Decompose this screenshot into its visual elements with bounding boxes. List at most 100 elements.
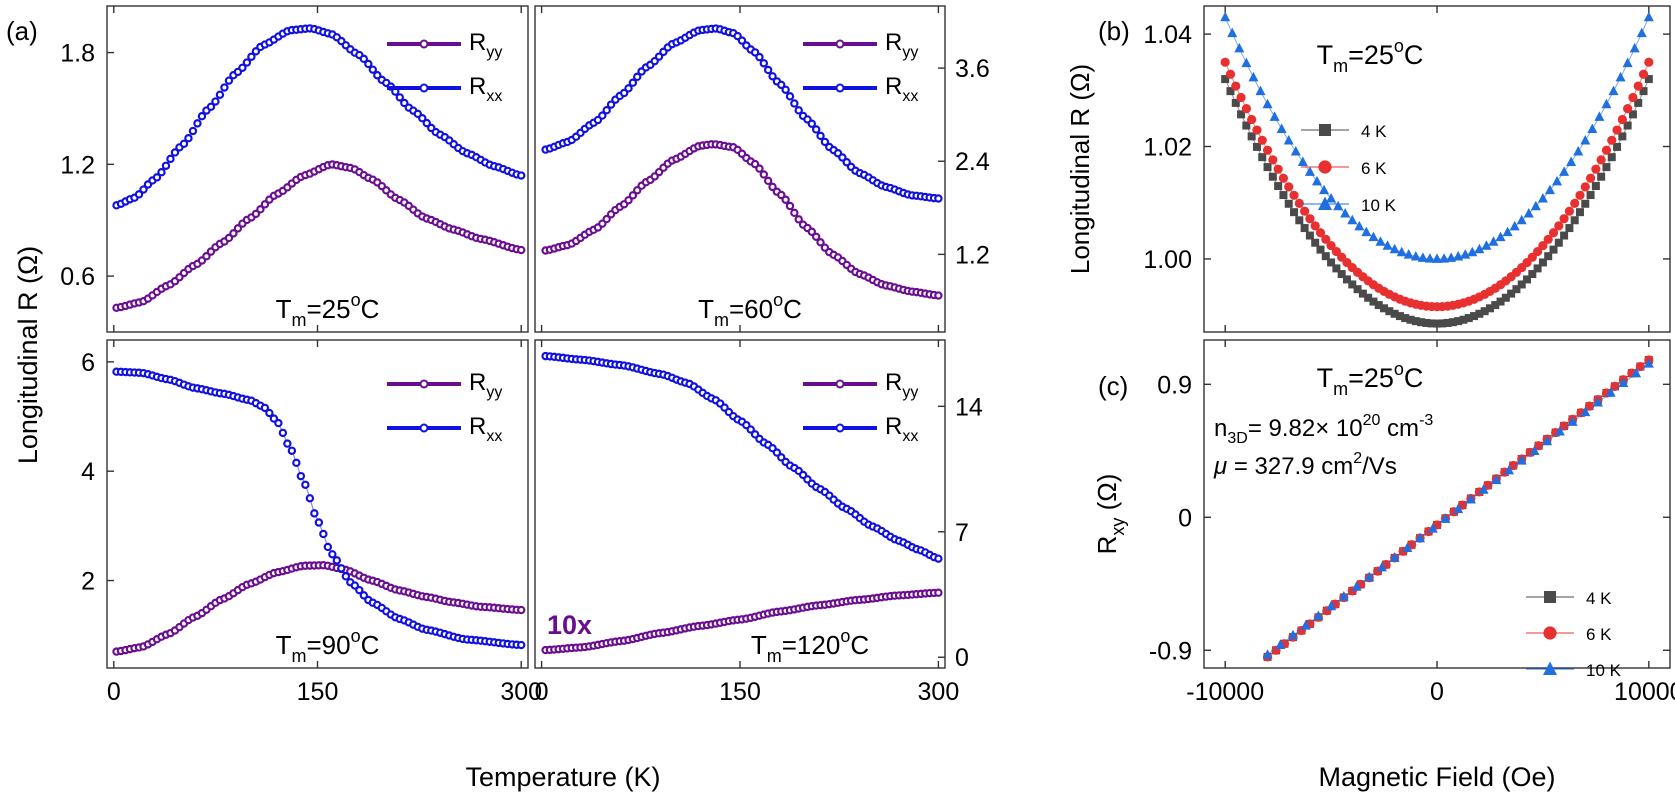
ylabel-c: Rxy (Ω): [1092, 474, 1128, 555]
legend-label: Rxx: [885, 413, 918, 445]
data-point: [1618, 132, 1627, 141]
data-point: [1601, 98, 1612, 109]
x-tick-label: 300: [500, 678, 542, 706]
panel-label-a: (a): [6, 16, 38, 46]
data-point: [1283, 135, 1294, 145]
data-point: [1402, 542, 1413, 552]
data-point: [1580, 406, 1591, 417]
series-Rxx: [541, 24, 943, 203]
data-point: [1247, 114, 1257, 125]
data-point: [1475, 309, 1484, 318]
data-point: [790, 99, 799, 108]
data-point: [1276, 123, 1287, 133]
legend-marker: [1319, 124, 1331, 136]
data-point: [1485, 304, 1494, 313]
data-point: [1608, 85, 1619, 96]
data-point: [1587, 123, 1598, 133]
data-point: [359, 591, 369, 600]
data-point: [1295, 216, 1304, 225]
data-point: [139, 185, 148, 194]
legend-marker: [1318, 160, 1332, 174]
data-point: [1544, 252, 1553, 261]
data-point: [1389, 243, 1400, 254]
data-point: [1488, 236, 1499, 246]
data-point: [341, 572, 351, 581]
temperature-annotation: Tm=25oC: [1317, 36, 1424, 76]
legend-marker: [835, 83, 845, 93]
data-point: [781, 85, 790, 95]
y-tick-label: 0: [1178, 504, 1192, 532]
data-point: [1559, 166, 1570, 176]
data-point: [1351, 581, 1362, 591]
data-point: [602, 106, 611, 115]
data-point: [1509, 220, 1520, 231]
data-point: [301, 480, 310, 489]
data-point: [1305, 231, 1314, 240]
legend-label: 10 K: [1361, 196, 1397, 215]
data-point: [1326, 193, 1337, 203]
data-point: [1234, 42, 1245, 53]
temperature-annotation: Tm=120oC: [751, 626, 869, 666]
data-point: [1268, 172, 1277, 181]
data-point: [750, 48, 760, 57]
y-tick-label: 14: [955, 393, 983, 421]
data-point: [220, 83, 229, 92]
data-point: [1347, 214, 1358, 225]
data-point: [1332, 264, 1341, 273]
data-point: [1315, 228, 1326, 238]
data-point: [1470, 312, 1479, 321]
data-point: [1389, 552, 1400, 562]
data-point: [1615, 71, 1626, 82]
data-point: [242, 58, 252, 67]
y-tick-label: 3.6: [955, 55, 990, 83]
data-point: [1622, 57, 1633, 68]
y-tick-label: 2: [81, 568, 95, 596]
data-point: [1629, 42, 1640, 53]
legend-marker: [419, 423, 429, 433]
data-point: [1538, 258, 1547, 267]
data-point: [278, 428, 288, 438]
x-tick-label: 0: [107, 678, 121, 706]
data-point: [1623, 121, 1632, 130]
data-point: [1530, 200, 1541, 211]
data-point: [152, 173, 162, 182]
data-point: [838, 153, 847, 162]
data-point: [247, 52, 256, 61]
data-point: [737, 36, 747, 45]
mobility-text: μ = 327.9 cm2/Vs: [1213, 450, 1397, 480]
data-point: [224, 76, 234, 85]
data-point: [1226, 87, 1235, 96]
data-point: [1268, 155, 1278, 165]
data-point: [1584, 401, 1595, 411]
data-point: [1580, 182, 1590, 192]
y-tick-label: 0.9: [1157, 371, 1192, 399]
data-point: [1278, 173, 1289, 183]
data-point: [1321, 252, 1330, 261]
data-point: [350, 581, 360, 590]
data-point: [287, 446, 297, 455]
plot-frame: [106, 339, 529, 669]
data-point: [134, 190, 144, 199]
data-point: [759, 170, 769, 179]
data-point: [188, 126, 198, 136]
data-point: [1628, 92, 1638, 103]
data-point: [1231, 81, 1241, 91]
data-point: [1634, 98, 1643, 107]
data-point: [1375, 236, 1386, 246]
data-point: [332, 556, 342, 565]
data-point: [1333, 200, 1344, 211]
data-point: [807, 227, 817, 236]
data-point: [319, 529, 328, 539]
data-point: [1321, 234, 1331, 244]
data-point: [197, 112, 207, 121]
data-point: [1552, 175, 1563, 186]
data-point: [517, 171, 526, 180]
data-point: [1517, 280, 1526, 289]
legend-marker: [1318, 196, 1332, 210]
data-point: [1533, 246, 1543, 257]
data-point: [359, 54, 369, 64]
data-point: [1348, 280, 1357, 289]
data-point: [1262, 98, 1273, 109]
data-point: [1446, 252, 1457, 262]
y-tick-label: 1.8: [60, 40, 95, 68]
